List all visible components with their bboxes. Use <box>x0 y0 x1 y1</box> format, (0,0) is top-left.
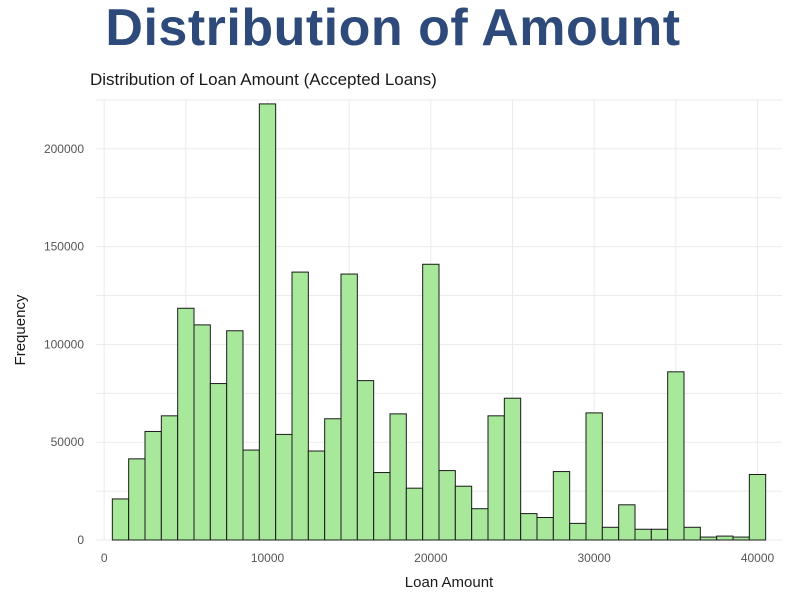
histogram-bar <box>520 513 538 541</box>
histogram-bar <box>585 412 603 541</box>
histogram-bar <box>242 449 260 541</box>
histogram-bar <box>748 473 767 541</box>
histogram-bar <box>667 371 685 541</box>
histogram-bar <box>683 526 701 541</box>
histogram-bar <box>209 383 228 541</box>
histogram-bar <box>503 397 522 541</box>
x-tick-label: 40000 <box>741 551 775 565</box>
histogram-bar <box>226 330 244 541</box>
histogram-bar <box>601 526 620 541</box>
histogram-bar <box>536 517 554 541</box>
x-tick-label: 0 <box>101 551 108 565</box>
histogram-bar <box>193 324 211 541</box>
y-axis-label: Frequency <box>12 294 29 365</box>
histogram-bar <box>422 263 440 541</box>
histogram-bars <box>111 103 767 541</box>
chart-title: Distribution of Loan Amount (Accepted Lo… <box>90 70 437 89</box>
histogram-bar <box>650 528 669 541</box>
histogram-bar <box>569 522 587 541</box>
y-tick-label: 200000 <box>44 142 84 156</box>
y-tick-label: 100000 <box>44 337 84 351</box>
histogram-bar <box>275 433 293 541</box>
x-tick-label: 30000 <box>577 551 611 565</box>
x-tick-label: 10000 <box>251 551 285 565</box>
histogram-bar <box>471 508 489 541</box>
y-tick-label: 50000 <box>51 435 85 449</box>
slide-title: Distribution of Amount <box>105 0 681 57</box>
histogram-bar <box>716 535 734 541</box>
histogram-bar <box>373 472 391 541</box>
histogram-bar <box>699 536 718 541</box>
histogram-bar <box>634 528 652 541</box>
axis-ticks: 0 50000 100000 150000 200000 0 10000 20000 30000… <box>44 142 775 565</box>
histogram-bar <box>291 271 309 541</box>
y-tick-label: 150000 <box>44 240 84 254</box>
histogram-bar <box>618 504 636 541</box>
histogram-bar <box>552 471 571 541</box>
histogram-bar <box>324 418 342 541</box>
histogram-bar <box>144 430 162 541</box>
histogram-bar <box>454 485 473 541</box>
histogram-bar <box>405 487 424 541</box>
y-tick-label: 0 <box>77 533 84 547</box>
histogram-chart: Distribution of Loan Amount (Accepted Lo… <box>8 62 786 603</box>
histogram-bar <box>160 415 179 541</box>
histogram-bar <box>487 415 505 541</box>
histogram-bar <box>111 498 130 541</box>
histogram-bar <box>732 536 750 541</box>
histogram-bar <box>340 273 358 541</box>
histogram-bar <box>438 470 456 541</box>
histogram-bar <box>389 413 407 541</box>
chart-canvas: 0 50000 100000 150000 200000 0 10000 20000 30000… <box>12 99 782 591</box>
x-axis-label: Loan Amount <box>405 574 494 591</box>
histogram-bar <box>258 103 277 541</box>
histogram-bar <box>177 307 195 541</box>
histogram-bar <box>307 450 326 541</box>
x-tick-label: 20000 <box>414 551 448 565</box>
histogram-bar <box>128 458 146 541</box>
histogram-bar <box>356 380 375 541</box>
